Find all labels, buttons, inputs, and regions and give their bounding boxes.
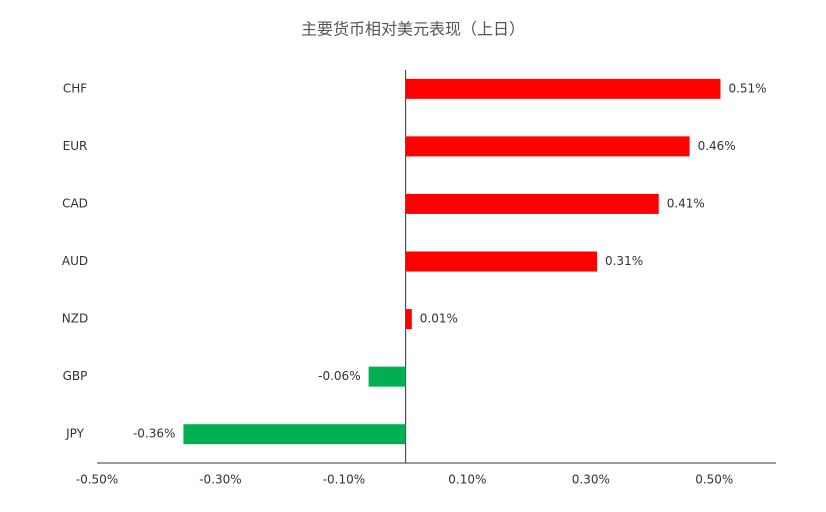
data-label: 0.51% [728, 81, 766, 95]
x-tick-label: -0.50% [76, 473, 118, 487]
bar [405, 193, 659, 214]
data-label: 0.41% [667, 196, 705, 210]
data-label: 0.46% [698, 139, 736, 153]
y-tick-label: NZD [62, 312, 88, 326]
x-tick-label: -0.30% [199, 473, 241, 487]
x-tick-label: 0.50% [695, 473, 733, 487]
y-tick-label: AUD [62, 254, 88, 268]
chart-title: 主要货币相对美元表现（上日） [301, 20, 525, 39]
bar [405, 251, 597, 272]
x-tick-label: 0.30% [572, 473, 610, 487]
y-tick-label: EUR [63, 139, 88, 153]
bar [183, 424, 406, 445]
x-tick-label: -0.10% [323, 473, 365, 487]
data-label: 0.31% [605, 254, 643, 268]
bar [405, 136, 690, 157]
x-tick-label: 0.10% [448, 473, 486, 487]
y-tick-label: CAD [62, 196, 88, 210]
data-label: 0.01% [420, 312, 458, 326]
bar [368, 366, 406, 387]
data-label: -0.06% [318, 369, 360, 383]
bar [405, 309, 412, 330]
data-label: -0.36% [133, 427, 175, 441]
y-tick-label: CHF [63, 81, 87, 95]
y-tick-label: JPY [65, 427, 85, 441]
y-tick-label: GBP [63, 369, 88, 383]
bar [405, 78, 721, 99]
